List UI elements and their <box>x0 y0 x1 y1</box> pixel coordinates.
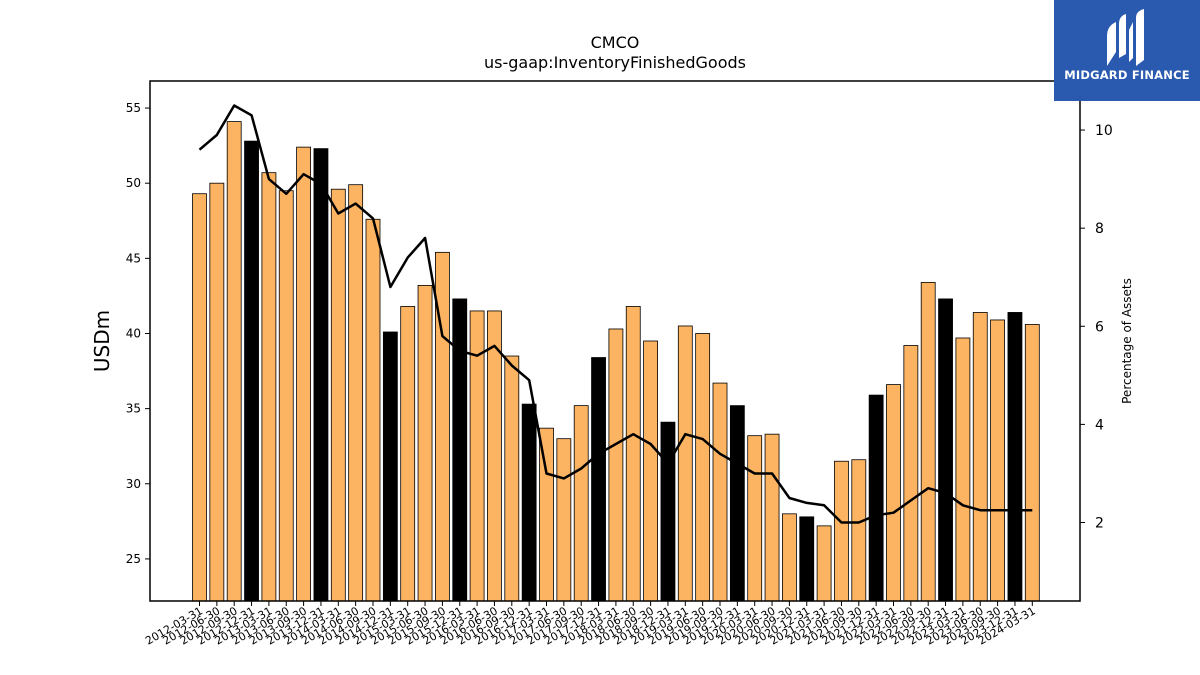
bar <box>330 188 346 602</box>
y-tick-label: 40 <box>126 326 141 340</box>
bar <box>938 298 953 602</box>
bar <box>747 435 763 602</box>
bar <box>192 193 207 602</box>
chart-subtitle: us-gaap:InventoryFinishedGoods <box>484 53 746 72</box>
y2-tick-label: 4 <box>1095 417 1104 433</box>
bar <box>851 459 867 602</box>
bar <box>712 382 728 602</box>
bar <box>278 190 294 602</box>
bar <box>487 310 502 602</box>
bar <box>1024 324 1040 602</box>
y2-axis-label: Percentage of Assets <box>1120 278 1134 404</box>
bar <box>903 345 919 602</box>
bar <box>1007 312 1023 602</box>
bar <box>990 319 1005 602</box>
y-tick-label: 45 <box>126 251 141 265</box>
y2-tick-label: 10 <box>1095 123 1113 139</box>
bar <box>209 182 225 602</box>
bar <box>799 516 815 602</box>
logo-mark-icon <box>1107 9 1144 66</box>
bar <box>417 284 433 602</box>
bar <box>920 281 936 602</box>
y-tick-label: 30 <box>126 477 141 491</box>
bars-group <box>192 121 1040 602</box>
x-axis: 2012-03-312012-06-302012-09-302012-12-31… <box>143 601 1038 648</box>
y2-tick-label: 8 <box>1095 221 1104 237</box>
bar <box>729 405 745 602</box>
y-tick-label: 25 <box>126 552 141 566</box>
line-group <box>198 104 1033 524</box>
bar <box>886 384 901 602</box>
bar <box>539 427 554 602</box>
chart-title: CMCO <box>591 33 640 52</box>
midgard-finance-logo: MIDGARD FINANCE <box>1054 0 1200 101</box>
plot-frame <box>149 80 1081 602</box>
bar <box>382 331 398 602</box>
bar <box>226 121 242 602</box>
bar <box>573 405 589 602</box>
bar <box>365 218 381 602</box>
y-tick-label: 55 <box>126 101 141 115</box>
bar <box>452 298 468 602</box>
bar <box>660 421 676 602</box>
bar <box>400 306 416 602</box>
bar <box>244 140 259 602</box>
bar <box>643 340 658 602</box>
bar <box>521 403 537 602</box>
bar <box>504 355 520 602</box>
bar <box>625 306 641 602</box>
bar <box>782 513 797 602</box>
y-axis-left: 25 30 35 40 45 50 55 <box>126 101 150 566</box>
bar <box>556 438 572 602</box>
y-tick-label: 35 <box>126 402 141 416</box>
bar <box>348 184 364 602</box>
bar <box>816 525 832 602</box>
bar <box>972 312 988 602</box>
y-axis-label: USDm <box>90 310 114 372</box>
bar <box>608 328 624 602</box>
bar <box>695 333 711 602</box>
bar <box>296 146 312 602</box>
y-axis-right: 2 4 6 8 10 <box>1080 123 1113 532</box>
y-tick-label: 50 <box>126 176 141 190</box>
y2-tick-label: 2 <box>1095 516 1104 532</box>
bar <box>764 433 780 602</box>
bar <box>591 357 606 602</box>
series-line <box>198 104 1033 524</box>
logo-text: MIDGARD FINANCE <box>1064 68 1190 82</box>
bar <box>313 148 329 602</box>
bar <box>955 337 971 602</box>
bar <box>868 394 884 602</box>
bar <box>261 172 277 602</box>
bar <box>834 460 849 602</box>
y2-tick-label: 6 <box>1095 319 1104 335</box>
bar <box>677 325 693 602</box>
